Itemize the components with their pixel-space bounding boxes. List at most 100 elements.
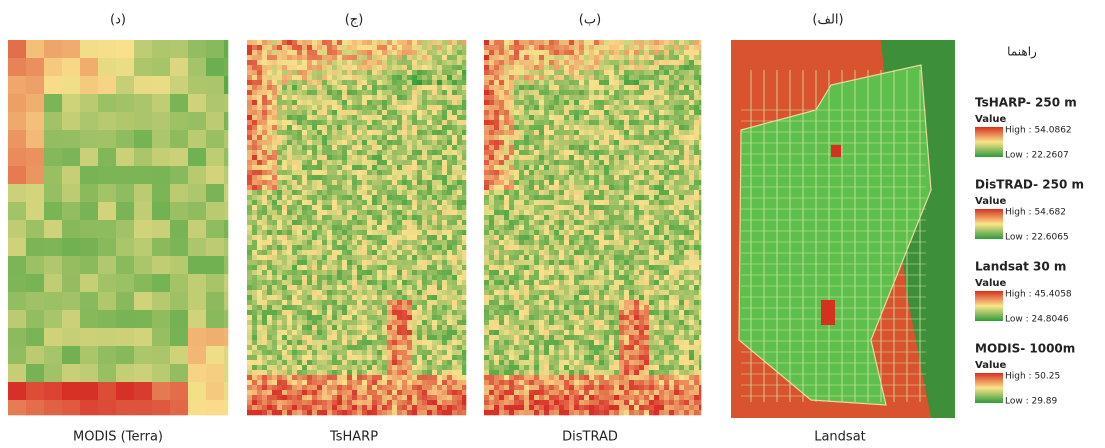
- pixel: [337, 105, 342, 110]
- pixel: [539, 95, 544, 100]
- pixel: [544, 55, 549, 60]
- pixel: [382, 55, 387, 60]
- pixel: [282, 60, 287, 65]
- pixel: [504, 175, 509, 180]
- pixel: [504, 140, 509, 145]
- pixel: [514, 130, 519, 135]
- pixel: [62, 328, 80, 346]
- pixel: [327, 130, 332, 135]
- pixel: [297, 85, 302, 90]
- pixel: [347, 285, 352, 290]
- pixel: [267, 95, 272, 100]
- pixel: [699, 120, 701, 125]
- pixel: [437, 70, 442, 75]
- pixel: [307, 390, 312, 395]
- pixel: [382, 345, 387, 350]
- pixel: [489, 185, 494, 190]
- pixel: [134, 112, 152, 130]
- pixel: [252, 325, 257, 330]
- pixel: [247, 80, 252, 85]
- pixel: [529, 75, 534, 80]
- pixel: [549, 160, 554, 165]
- pixel: [509, 90, 514, 95]
- pixel: [554, 75, 559, 80]
- pixel: [372, 70, 377, 75]
- pixel: [699, 155, 701, 160]
- pixel: [634, 165, 639, 170]
- pixel: [462, 365, 466, 370]
- pixel: [397, 85, 402, 90]
- pixel: [529, 165, 534, 170]
- pixel: [267, 165, 272, 170]
- pixel: [347, 305, 352, 310]
- pixel: [312, 305, 317, 310]
- pixel: [392, 385, 397, 390]
- pixel: [504, 125, 509, 130]
- pixel: [574, 95, 579, 100]
- pixel: [462, 310, 466, 315]
- pixel: [262, 90, 267, 95]
- pixel: [302, 50, 307, 55]
- pixel: [447, 385, 452, 390]
- pixel: [372, 320, 377, 325]
- pixel: [277, 365, 282, 370]
- pixel: [674, 150, 679, 155]
- pixel: [342, 365, 347, 370]
- pixel: [337, 345, 342, 350]
- pixel: [499, 150, 504, 155]
- pixel: [287, 340, 292, 345]
- pixel: [452, 355, 457, 360]
- pixel: [337, 115, 342, 120]
- pixel: [267, 325, 272, 330]
- pixel: [614, 75, 619, 80]
- pixel: [619, 90, 624, 95]
- pixel: [689, 175, 694, 180]
- pixel: [514, 80, 519, 85]
- pixel: [402, 390, 407, 395]
- pixel: [584, 80, 589, 85]
- pixel: [322, 285, 327, 290]
- pixel: [579, 90, 584, 95]
- pixel: [589, 75, 594, 80]
- pixel: [257, 360, 262, 365]
- pixel: [302, 165, 307, 170]
- pixel: [327, 260, 332, 265]
- pixel: [317, 265, 322, 270]
- pixel: [589, 45, 594, 50]
- pixel: [292, 130, 297, 135]
- pixel: [332, 325, 337, 330]
- pixel: [206, 238, 224, 256]
- pixel: [417, 70, 422, 75]
- pixel: [252, 90, 257, 95]
- pixel: [569, 190, 574, 195]
- pixel: [659, 185, 664, 190]
- pixel: [327, 105, 332, 110]
- pixel: [327, 95, 332, 100]
- pixel: [422, 50, 427, 55]
- pixel: [352, 205, 357, 210]
- pixel: [664, 125, 669, 130]
- pixel: [372, 120, 377, 125]
- pixel: [357, 340, 362, 345]
- pixel: [362, 360, 367, 365]
- pixel: [247, 215, 252, 220]
- pixel: [287, 335, 292, 340]
- pixel: [574, 130, 579, 135]
- pixel: [252, 155, 257, 160]
- pixel: [322, 230, 327, 235]
- pixel: [579, 65, 584, 70]
- pixel: [397, 185, 402, 190]
- pixel: [317, 185, 322, 190]
- pixel: [397, 320, 402, 325]
- pixel: [282, 330, 287, 335]
- pixel: [357, 405, 362, 410]
- pixel: [614, 40, 619, 45]
- pixel: [649, 155, 654, 160]
- pixel: [26, 292, 44, 310]
- pixel: [332, 175, 337, 180]
- pixel: [352, 260, 357, 265]
- pixel: [297, 295, 302, 300]
- pixel: [499, 95, 504, 100]
- pixel: [362, 135, 367, 140]
- pixel: [584, 120, 589, 125]
